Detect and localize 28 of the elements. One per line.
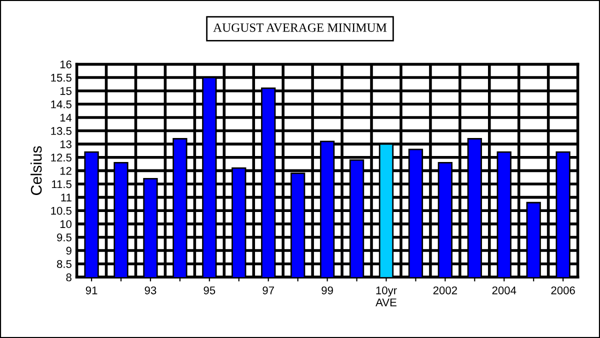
y-tick-label: 10.5 (51, 206, 72, 215)
y-tick-label: 9.5 (57, 234, 72, 242)
y-tick-label: 12 (60, 166, 72, 175)
y-tick-label: 13.5 (51, 127, 72, 135)
y-tick-label: 11.5 (52, 180, 72, 188)
y-tick-label: 14 (60, 114, 72, 122)
y-tick-label: 14.5 (51, 100, 72, 108)
x-tick-label: 95 (204, 286, 216, 294)
y-tick-label: 12.5 (51, 154, 72, 162)
y-tick-label: 13 (60, 140, 72, 148)
x-tick-label: 91 (86, 286, 98, 294)
y-tick-label: 15.5 (51, 74, 72, 82)
chart-title: AUGUST AVERAGE MINIMUM (213, 23, 387, 32)
x-tick-label: 2006 (551, 286, 575, 294)
y-tick-label: 15 (60, 87, 72, 95)
y-tick-label: 8.5 (56, 260, 72, 268)
x-tick-label: 93 (144, 286, 156, 294)
y-tick-label: 9 (66, 246, 72, 255)
y-tick-label: 11 (61, 194, 72, 202)
y-tick-label: 8 (66, 273, 72, 282)
x-tick-label: 97 (262, 286, 274, 294)
x-tick-label: 99 (322, 286, 333, 294)
y-tick-label: 10 (60, 220, 72, 228)
y-axis-title: Celsius (30, 146, 42, 195)
x-tick-label: 10yr AVE (376, 286, 397, 306)
x-tick-label: 2002 (433, 286, 457, 294)
x-tick-label: 2004 (492, 286, 516, 294)
y-tick-label: 16 (60, 60, 72, 68)
